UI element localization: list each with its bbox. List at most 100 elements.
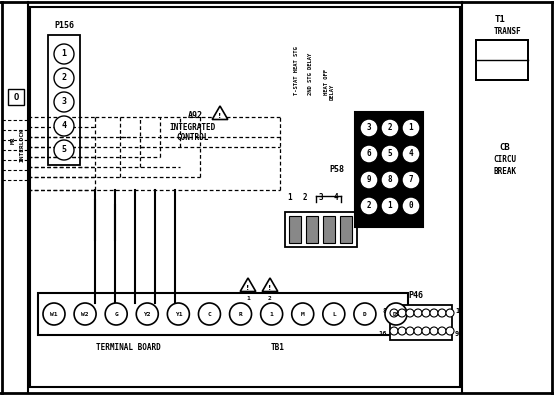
Circle shape — [360, 145, 378, 163]
Circle shape — [402, 197, 420, 215]
Text: W2: W2 — [81, 312, 89, 316]
Text: C: C — [208, 312, 211, 316]
Circle shape — [406, 327, 414, 335]
Text: 8: 8 — [383, 308, 387, 314]
Circle shape — [402, 145, 420, 163]
Text: !: ! — [218, 113, 222, 119]
Text: 3: 3 — [61, 98, 66, 107]
Circle shape — [422, 327, 430, 335]
Text: 4: 4 — [334, 193, 338, 202]
Text: T-STAT HEAT STG: T-STAT HEAT STG — [294, 46, 299, 95]
Text: DS: DS — [392, 312, 400, 316]
Circle shape — [74, 303, 96, 325]
Bar — [476, 40, 528, 80]
Text: 1: 1 — [246, 295, 250, 301]
Text: P46: P46 — [408, 291, 423, 300]
Text: P156: P156 — [54, 21, 74, 30]
Circle shape — [430, 327, 438, 335]
Text: 0: 0 — [409, 201, 413, 211]
Text: 9: 9 — [455, 331, 459, 337]
Text: 1: 1 — [61, 49, 66, 58]
Circle shape — [414, 309, 422, 317]
Text: TERMINAL BOARD: TERMINAL BOARD — [96, 343, 160, 352]
Circle shape — [54, 68, 74, 88]
Circle shape — [260, 303, 283, 325]
Text: W1: W1 — [50, 312, 58, 316]
Text: Y1: Y1 — [175, 312, 182, 316]
Text: M: M — [301, 312, 305, 316]
Text: 1: 1 — [388, 201, 392, 211]
Text: 3: 3 — [319, 193, 324, 202]
Text: 2: 2 — [268, 295, 272, 301]
Circle shape — [438, 327, 446, 335]
Text: 1: 1 — [288, 193, 293, 202]
Text: BREAK: BREAK — [494, 167, 516, 175]
Bar — [390, 305, 452, 340]
Circle shape — [430, 309, 438, 317]
Bar — [285, 212, 357, 247]
Text: D: D — [363, 312, 367, 316]
Text: 2: 2 — [302, 193, 307, 202]
Text: 9: 9 — [367, 175, 371, 184]
Text: 1: 1 — [409, 124, 413, 132]
Text: T1: T1 — [495, 15, 505, 24]
Bar — [8, 89, 24, 105]
Text: 5: 5 — [388, 149, 392, 158]
Text: L: L — [332, 312, 336, 316]
Text: CONTROL: CONTROL — [177, 132, 209, 141]
Text: MR: MR — [11, 136, 16, 144]
Text: DELAY: DELAY — [330, 84, 335, 100]
Circle shape — [198, 303, 220, 325]
Bar — [289, 216, 301, 243]
Text: 2: 2 — [388, 124, 392, 132]
Circle shape — [414, 327, 422, 335]
Circle shape — [406, 309, 414, 317]
Text: 4: 4 — [409, 149, 413, 158]
Circle shape — [381, 171, 399, 189]
Text: Y2: Y2 — [143, 312, 151, 316]
Circle shape — [323, 303, 345, 325]
Circle shape — [43, 303, 65, 325]
Circle shape — [398, 309, 406, 317]
Circle shape — [402, 119, 420, 137]
Text: INTERLOCK: INTERLOCK — [19, 128, 24, 162]
Text: CIRCU: CIRCU — [494, 154, 516, 164]
Text: 3: 3 — [367, 124, 371, 132]
Circle shape — [54, 140, 74, 160]
Polygon shape — [212, 106, 228, 120]
Circle shape — [54, 116, 74, 136]
Text: 8: 8 — [388, 175, 392, 184]
Text: G: G — [114, 312, 118, 316]
Text: 2ND STG DELAY: 2ND STG DELAY — [309, 53, 314, 95]
Text: O: O — [13, 92, 19, 102]
Circle shape — [167, 303, 189, 325]
Text: 2: 2 — [367, 201, 371, 211]
Text: 1: 1 — [455, 308, 459, 314]
Circle shape — [381, 145, 399, 163]
Bar — [340, 216, 352, 243]
Bar — [323, 216, 335, 243]
Text: 1: 1 — [270, 312, 274, 316]
Text: 2: 2 — [61, 73, 66, 83]
Bar — [30, 7, 460, 387]
Text: !: ! — [268, 285, 271, 291]
Bar — [306, 216, 318, 243]
Circle shape — [360, 171, 378, 189]
Bar — [38, 293, 408, 335]
Text: R: R — [239, 312, 243, 316]
Circle shape — [390, 327, 398, 335]
Bar — [355, 112, 423, 227]
Circle shape — [381, 119, 399, 137]
Circle shape — [360, 197, 378, 215]
Circle shape — [105, 303, 127, 325]
Circle shape — [54, 92, 74, 112]
Circle shape — [402, 171, 420, 189]
Text: 5: 5 — [61, 145, 66, 154]
Polygon shape — [240, 278, 256, 292]
Polygon shape — [262, 278, 278, 292]
Circle shape — [390, 309, 398, 317]
Circle shape — [438, 309, 446, 317]
Text: 6: 6 — [367, 149, 371, 158]
Text: 16: 16 — [378, 331, 387, 337]
Text: !: ! — [247, 285, 250, 291]
